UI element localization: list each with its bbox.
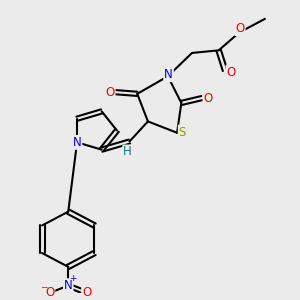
Text: H: H: [123, 146, 132, 158]
Text: O: O: [236, 22, 244, 35]
Text: N: N: [64, 279, 73, 292]
Text: O: O: [45, 286, 54, 299]
Text: O: O: [82, 286, 91, 299]
Text: O: O: [203, 92, 213, 105]
Text: −: −: [40, 283, 47, 292]
Text: O: O: [226, 66, 236, 79]
Text: S: S: [179, 126, 186, 139]
Text: O: O: [105, 86, 115, 99]
Text: N: N: [164, 68, 173, 81]
Text: +: +: [70, 274, 77, 283]
Text: N: N: [73, 136, 81, 149]
